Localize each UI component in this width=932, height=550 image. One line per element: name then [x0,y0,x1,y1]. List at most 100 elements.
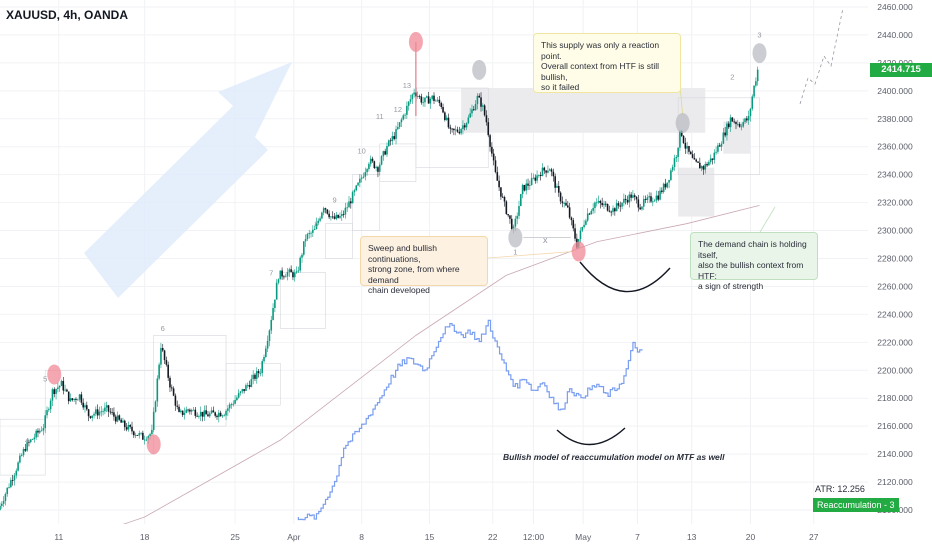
candle-body [411,94,414,100]
candle-body [472,109,475,111]
candle-body [274,299,276,309]
candle-body [138,433,141,436]
chart-title: XAUUSD, 4h, OANDA [6,8,129,22]
candle-body [630,194,632,198]
candle-body [53,389,56,394]
candle-body [740,126,743,128]
count-label: 4 [25,436,29,445]
candle-body [218,412,220,418]
candle-body [35,430,37,438]
candle-body [4,494,7,501]
candle-body [482,105,484,107]
candle-body [31,439,34,440]
candle-body [389,140,392,142]
candle-body [675,156,678,159]
candle-body [26,441,28,451]
price-tick-label: 2220.000 [877,337,913,347]
candle-body [199,411,202,417]
candle-body [60,380,63,386]
candle-body [530,178,533,186]
candle-body [234,399,236,404]
candle-body [266,340,269,349]
candle-body [619,205,622,207]
zone [678,167,715,217]
candle-body [449,127,452,129]
candle-body [666,182,669,188]
candle-body [116,415,119,422]
candle-body [107,405,110,412]
candle-body [652,201,654,203]
candle-body [219,412,222,417]
candle-body [735,122,737,125]
candle-body [169,377,171,388]
candle-body [44,415,47,429]
candle-body [433,95,435,101]
price-axis-bg [868,0,932,550]
candle-body [49,400,52,410]
candle-body [355,185,358,191]
candle-body [496,172,499,181]
candle-body [746,118,748,121]
candle-body [67,391,70,402]
price-tick-label: 2340.000 [877,170,913,180]
time-axis[interactable]: 11 18 25 Apr 8 15 22 12:00 May 7 13 20 27 [0,524,868,550]
candle-body [733,121,735,123]
candle-body [310,232,312,234]
candle-body [717,145,719,152]
candle-body [333,216,336,219]
candle-body [20,455,23,456]
candle-body [545,170,547,173]
candle-body [406,105,408,115]
supply-note: This supply was only a reaction point. O… [533,33,681,93]
candle-body [40,430,43,432]
candle-body [550,169,553,172]
candle-body [277,279,280,283]
candle-body [563,202,565,204]
count-label: 6 [161,324,165,333]
candle-body [662,183,665,193]
chain-step [279,272,326,329]
candle-body [749,108,752,117]
count-label: 7 [269,268,273,277]
candle-body [312,229,314,233]
candle-body [42,428,45,431]
reaccumulation-arc [579,261,671,293]
candle-body [203,410,206,417]
candle-body [180,410,182,412]
candle-body [257,371,260,374]
candle-body [679,130,681,148]
candle-body [398,122,401,128]
candle-body [248,384,251,387]
candle-body [366,169,368,173]
candle-body [237,393,240,398]
candle-body [539,174,542,176]
candle-body [458,131,461,134]
candle-body [22,449,25,456]
candle-body [321,212,323,219]
price-tick-label: 2440.000 [877,30,913,40]
candle-body [695,159,698,162]
candle-body [684,142,687,149]
candle-body [737,123,739,125]
price-tick-label: 2240.000 [877,309,913,319]
candle-body [360,177,363,179]
candle-body [58,385,61,388]
candle-body [265,348,267,357]
price-axis[interactable]: 2100.0002120.0002140.0002160.0002180.000… [868,0,932,550]
candle-body [628,194,631,203]
candle-body [210,410,213,414]
candle-body [724,132,726,136]
candle-body [86,405,88,410]
candle-body [579,230,582,240]
marker-dot [675,112,690,133]
atr-value: ATR: 12.256 [815,484,865,494]
candle-body [152,411,155,430]
candle-body [387,140,390,147]
candle-body [726,123,728,136]
candle-body [245,385,247,391]
candle-body [362,176,365,178]
time-tick-label: 8 [359,532,364,542]
candle-body [603,203,605,206]
marker-dot [752,43,767,64]
